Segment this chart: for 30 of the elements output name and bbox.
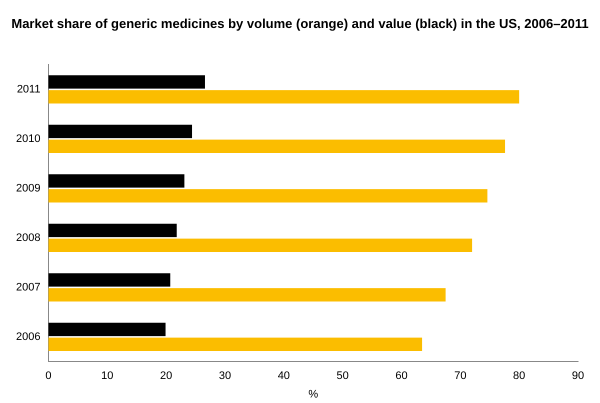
x-tick-label: 40	[278, 370, 290, 382]
x-tick-label: 70	[454, 370, 466, 382]
x-tick-label: 90	[572, 370, 584, 382]
x-tick-label: 50	[336, 370, 349, 382]
bar	[48, 338, 422, 351]
y-tick-label: 2010	[16, 132, 40, 145]
bar	[48, 90, 520, 104]
y-tick-label: 2006	[16, 330, 40, 343]
bar	[48, 238, 472, 252]
y-tick-label: 2007	[16, 281, 40, 294]
bar	[48, 189, 488, 202]
bar	[48, 273, 170, 287]
x-tick-label: 80	[513, 370, 526, 382]
x-axis-title: %	[308, 388, 318, 400]
x-tick-label: 30	[218, 370, 232, 382]
y-tick-label: 2011	[16, 83, 40, 96]
bar	[48, 140, 506, 153]
y-tick-label: 2009	[16, 182, 40, 194]
x-tick-label: 20	[160, 370, 172, 382]
bar	[48, 224, 177, 238]
bar	[48, 174, 184, 188]
chart-title: Market share of generic medicines by volume (orange) and value (black) in the US, 2006–2011	[10, 16, 590, 31]
bar	[48, 288, 446, 302]
y-tick-label: 2008	[16, 232, 40, 244]
bar	[48, 124, 192, 138]
x-tick-label: 0	[45, 370, 52, 382]
x-tick-label: 60	[395, 370, 408, 382]
bar	[48, 75, 205, 89]
bar	[48, 322, 166, 336]
x-tick-label: 10	[101, 370, 114, 382]
